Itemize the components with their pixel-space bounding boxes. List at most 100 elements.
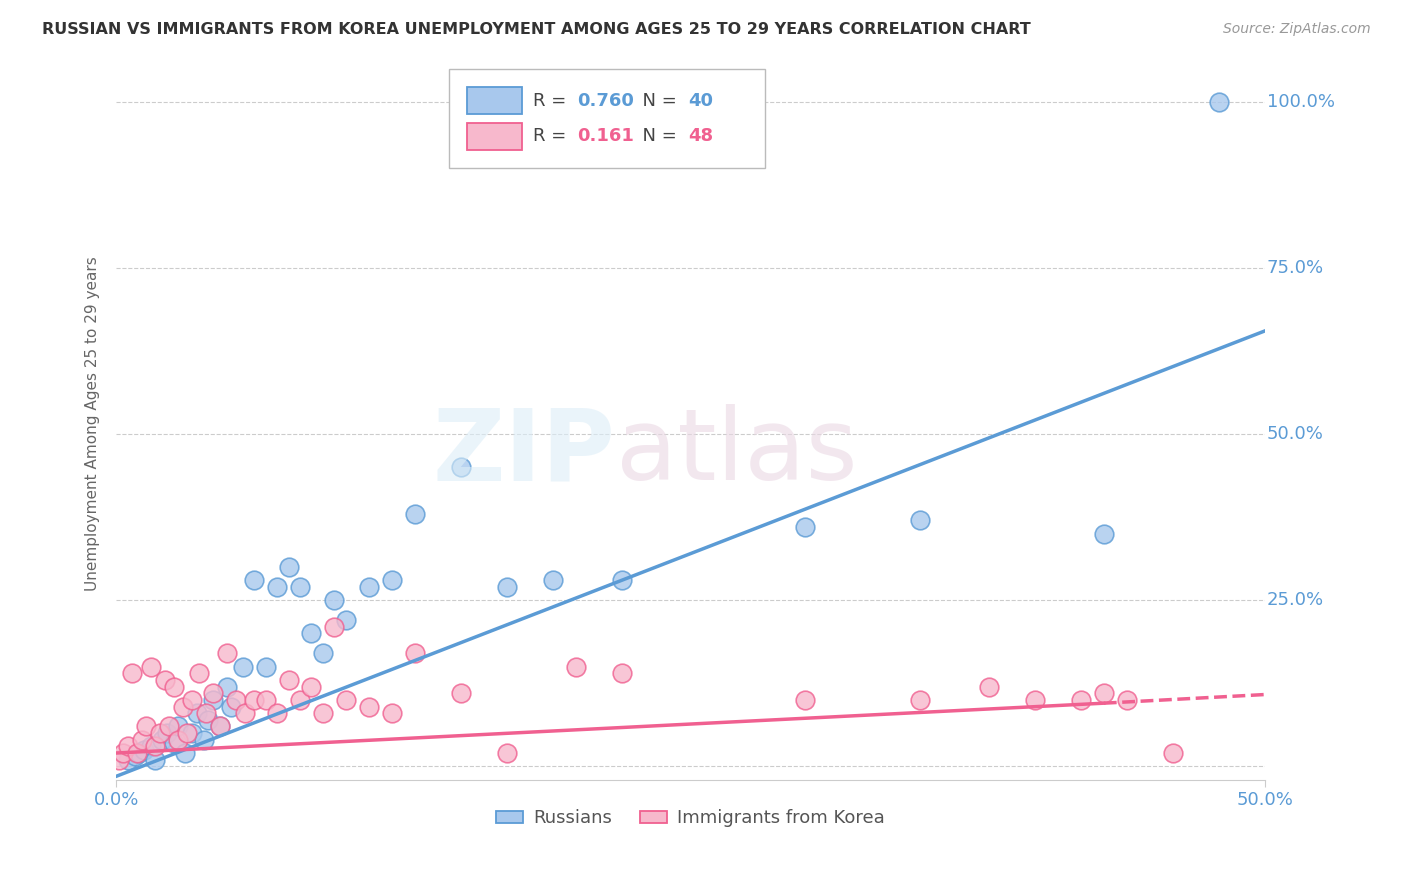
Text: RUSSIAN VS IMMIGRANTS FROM KOREA UNEMPLOYMENT AMONG AGES 25 TO 29 YEARS CORRELAT: RUSSIAN VS IMMIGRANTS FROM KOREA UNEMPLO… [42,22,1031,37]
Point [908,513,931,527]
Point [357,580,380,594]
FancyBboxPatch shape [467,87,522,114]
Point [266,580,288,594]
Point [335,693,357,707]
Point [541,573,564,587]
Point [176,726,198,740]
Point [564,659,586,673]
Point [794,693,817,707]
Point [335,613,357,627]
Point [124,749,146,764]
Point [312,646,335,660]
Point [266,706,288,721]
Point [167,719,190,733]
Text: 48: 48 [688,127,713,145]
Point [197,713,219,727]
Point [323,620,346,634]
Point [610,573,633,587]
Point [215,646,238,660]
FancyBboxPatch shape [450,69,765,168]
Text: 100.0%: 100.0% [1267,93,1334,111]
Point [301,626,323,640]
Point [495,746,517,760]
Point [1161,746,1184,760]
Point [201,686,224,700]
Text: 0.161: 0.161 [576,127,634,145]
Text: 40: 40 [688,92,713,110]
Point [201,693,224,707]
Point [277,560,299,574]
Text: N =: N = [631,127,682,145]
Point [1070,693,1092,707]
Point [381,706,404,721]
Point [232,659,254,673]
Point [143,739,166,754]
Point [381,573,404,587]
Point [977,680,1000,694]
Point [208,719,231,733]
Text: R =: R = [533,92,572,110]
Point [495,580,517,594]
Point [157,719,180,733]
Point [194,706,217,721]
Point [243,573,266,587]
Point [277,673,299,687]
Point [121,666,143,681]
Point [450,686,472,700]
Point [404,646,426,660]
Point [181,693,204,707]
Point [225,693,247,707]
Point [150,732,173,747]
Point [233,706,256,721]
Point [450,460,472,475]
Point [174,746,197,760]
Point [1092,526,1115,541]
Point [117,753,139,767]
Point [172,699,194,714]
Point [794,520,817,534]
Point [139,739,162,754]
Point [143,753,166,767]
Legend: Russians, Immigrants from Korea: Russians, Immigrants from Korea [488,802,893,835]
Text: 50.0%: 50.0% [1267,425,1324,443]
Point [312,706,335,721]
Point [139,659,162,673]
Point [132,742,155,756]
Point [163,680,186,694]
Point [610,666,633,681]
Point [156,726,179,740]
Point [1208,95,1230,109]
Point [215,680,238,694]
Point [301,680,323,694]
Point [193,732,215,747]
Text: atlas: atlas [616,404,858,501]
Point [107,753,129,767]
Text: 0.760: 0.760 [576,92,634,110]
Point [908,693,931,707]
Point [149,726,172,740]
Text: 25.0%: 25.0% [1267,591,1324,609]
Point [181,726,204,740]
Point [125,746,148,760]
Point [1092,686,1115,700]
Point [208,719,231,733]
Point [357,699,380,714]
Point [219,699,242,714]
Point [188,666,211,681]
Point [254,693,277,707]
Point [1115,693,1137,707]
Text: N =: N = [631,92,682,110]
Point [153,673,176,687]
FancyBboxPatch shape [467,122,522,150]
Point [167,732,190,747]
Point [163,736,186,750]
Text: 75.0%: 75.0% [1267,259,1324,277]
Y-axis label: Unemployment Among Ages 25 to 29 years: Unemployment Among Ages 25 to 29 years [86,257,100,591]
Point [131,732,153,747]
Point [128,746,150,760]
Point [186,706,208,721]
Text: Source: ZipAtlas.com: Source: ZipAtlas.com [1223,22,1371,37]
Text: ZIP: ZIP [433,404,616,501]
Point [288,693,311,707]
Point [112,746,135,760]
